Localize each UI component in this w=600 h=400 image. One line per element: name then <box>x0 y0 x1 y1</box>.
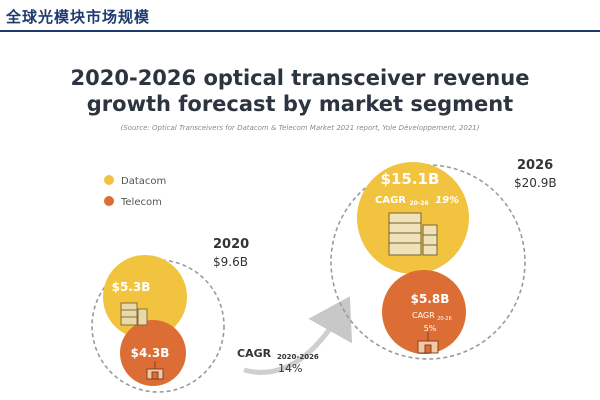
chart-source: (Source: Optical Transceivers for Dataco… <box>120 124 480 132</box>
server-rack-icon <box>120 302 148 326</box>
bubble-2020-telecom <box>120 320 186 386</box>
bubble-2026-telecom <box>382 270 466 354</box>
legend: Datacom Telecom <box>104 175 166 208</box>
cagr-value-datacom: 19% <box>435 195 459 206</box>
growth-arrow <box>243 296 353 375</box>
header-bar: 全球光模块市场规模 <box>0 0 600 34</box>
value-label-2026-telecom: $5.8B <box>411 292 450 306</box>
cagr-text-telecom: CAGR <box>412 311 435 320</box>
telecom-building-icon <box>417 332 439 354</box>
value-label-2020-datacom: $5.3B <box>112 280 151 294</box>
value-label-2020-telecom: $4.3B <box>131 346 170 360</box>
total-label-2020: $9.6B <box>213 255 248 269</box>
cagr-sub-datacom: 20-26 <box>409 200 428 207</box>
legend-label-telecom: Telecom <box>120 197 162 208</box>
value-label-2026-datacom: $15.1B <box>381 170 440 188</box>
legend-swatch-datacom <box>104 175 114 185</box>
overall-cagr-value: 14% <box>278 362 302 375</box>
overall-cagr-sub: 2020-2026 <box>277 353 319 361</box>
chart-title-line2: growth forecast by market segment <box>86 92 514 116</box>
server-rack-icon <box>388 212 438 256</box>
cagr-value-telecom: 5% <box>424 324 437 333</box>
cagr-label-2026-datacom: CAGR 20-26 19% <box>375 195 459 208</box>
overall-cagr-label: CAGR 2020-2026 <box>237 347 319 361</box>
cagr-text-datacom: CAGR <box>375 195 406 206</box>
chart-title: 2020-2026 optical transceiver revenue <box>70 66 530 90</box>
legend-swatch-telecom <box>104 196 114 206</box>
total-label-2026: $20.9B <box>514 176 557 190</box>
year-label-2026: 2026 <box>517 158 553 173</box>
year-label-2020: 2020 <box>213 237 249 252</box>
cagr-sub-telecom: 20-26 <box>437 316 452 322</box>
legend-label-datacom: Datacom <box>121 176 166 187</box>
header-title: 全球光模块市场规模 <box>6 8 151 26</box>
cagr-label-2026-telecom: CAGR 20-26 <box>412 311 452 322</box>
header-divider <box>0 30 600 32</box>
telecom-building-icon <box>146 361 164 380</box>
overall-cagr-text: CAGR <box>237 347 272 360</box>
